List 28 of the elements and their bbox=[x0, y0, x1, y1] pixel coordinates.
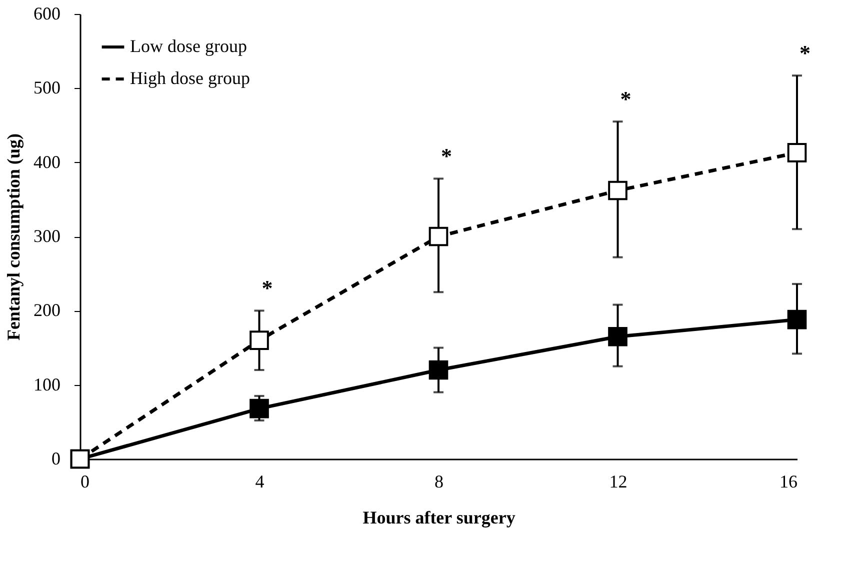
y-tick-label: 500 bbox=[34, 78, 60, 98]
x-axis-title: Hours after surgery bbox=[362, 508, 516, 528]
x-tick-label: 16 bbox=[780, 472, 798, 492]
legend-label: Low dose group bbox=[130, 36, 247, 56]
point bbox=[250, 330, 269, 350]
x-tick-label: 12 bbox=[609, 472, 628, 492]
point bbox=[428, 360, 448, 380]
point bbox=[428, 226, 448, 246]
point bbox=[787, 310, 807, 330]
point bbox=[250, 398, 269, 418]
y-tick-label: 400 bbox=[34, 152, 60, 172]
annotation: * bbox=[441, 144, 452, 169]
y-tick-label: 0 bbox=[52, 448, 60, 468]
annotation: * bbox=[620, 86, 632, 112]
y-tick-label: 100 bbox=[34, 374, 60, 394]
point bbox=[608, 326, 628, 346]
point bbox=[787, 143, 807, 162]
y-tick-label: 200 bbox=[34, 300, 60, 320]
y-axis-title: Fentanyl consumption (ug) bbox=[4, 133, 24, 341]
legend-label: High dose group bbox=[130, 68, 250, 88]
y-tick-label: 600 bbox=[34, 4, 60, 24]
annotation: * bbox=[262, 276, 273, 301]
annotation: * bbox=[800, 40, 810, 66]
x-tick-label: 8 bbox=[434, 472, 444, 492]
y-tick-label: 300 bbox=[34, 226, 60, 246]
x-tick-label: 4 bbox=[255, 472, 264, 492]
point bbox=[608, 180, 628, 200]
x-tick-label: 0 bbox=[80, 472, 90, 492]
